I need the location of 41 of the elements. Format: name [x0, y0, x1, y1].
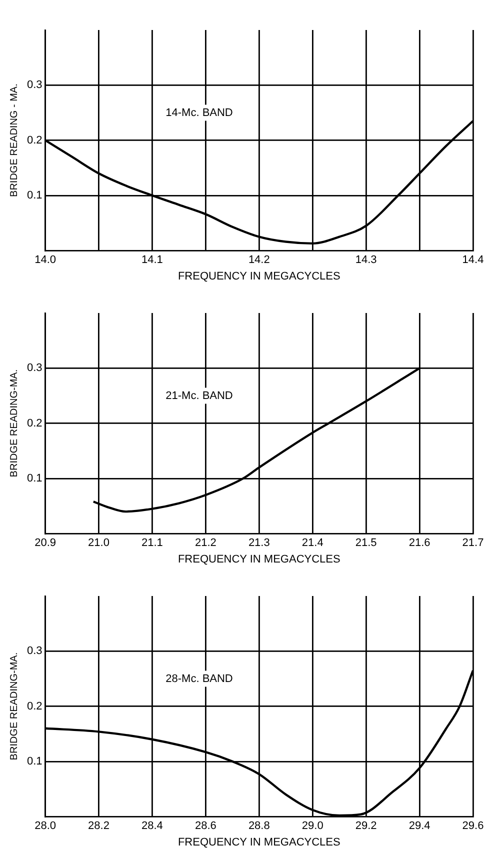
annotation: 28-Mc. BAND [166, 672, 233, 685]
x-tick-label: 21.1 [142, 537, 163, 550]
y-tick-label: 0.2 [26, 417, 42, 430]
x-tick-label: 28.6 [194, 820, 216, 832]
y-tick-label: 0.3 [26, 645, 42, 658]
y-tick-label: 0.3 [26, 362, 42, 374]
x-tick-label: 21.2 [194, 537, 216, 550]
x-tick-label: 28.2 [88, 820, 110, 832]
x-tick-label: 21.6 [408, 537, 430, 550]
y-tick-label: 0.3 [26, 79, 42, 92]
x-tick-label: 14.4 [462, 254, 484, 266]
x-tick-label: 21.3 [248, 537, 270, 550]
y-tick-label: 0.1 [26, 189, 42, 202]
x-tick-label: 29.4 [408, 820, 430, 832]
x-tick-label: 14.0 [34, 254, 56, 266]
x-tick-label: 14.3 [355, 254, 377, 266]
x-tick-label: 29.2 [355, 820, 377, 832]
y-axis-title: BRIDGE READING-MA. [8, 369, 20, 478]
annotation: 21-Mc. BAND [166, 390, 233, 402]
y-axis-title: BRIDGE READING-MA. [8, 652, 20, 760]
x-tick-label: 21.4 [302, 537, 324, 550]
y-axis-title: BRIDGE READING - MA. [8, 84, 20, 197]
x-tick-label: 21.7 [462, 537, 484, 550]
x-tick-label: 21.5 [355, 537, 377, 550]
x-tick-label: 14.1 [142, 254, 163, 266]
x-tick-label: 20.9 [34, 537, 56, 550]
x-axis-title: FREQUENCY IN MEGACYCLES [178, 553, 340, 566]
x-axis-title: FREQUENCY IN MEGACYCLES [178, 836, 340, 848]
x-tick-label: 21.0 [88, 537, 110, 550]
y-tick-label: 0.1 [26, 755, 42, 768]
x-tick-label: 29.6 [462, 820, 484, 832]
x-tick-label: 14.2 [248, 254, 270, 266]
y-tick-label: 0.1 [26, 472, 42, 484]
x-tick-label: 28.8 [248, 820, 270, 832]
y-tick-label: 0.2 [26, 134, 42, 146]
x-tick-label: 28.4 [142, 820, 163, 832]
y-tick-label: 0.2 [26, 700, 42, 712]
annotation: 14-Mc. BAND [166, 106, 233, 119]
x-axis-title: FREQUENCY IN MEGACYCLES [178, 270, 340, 282]
x-tick-label: 28.0 [34, 820, 56, 832]
x-tick-label: 29.0 [302, 820, 324, 832]
